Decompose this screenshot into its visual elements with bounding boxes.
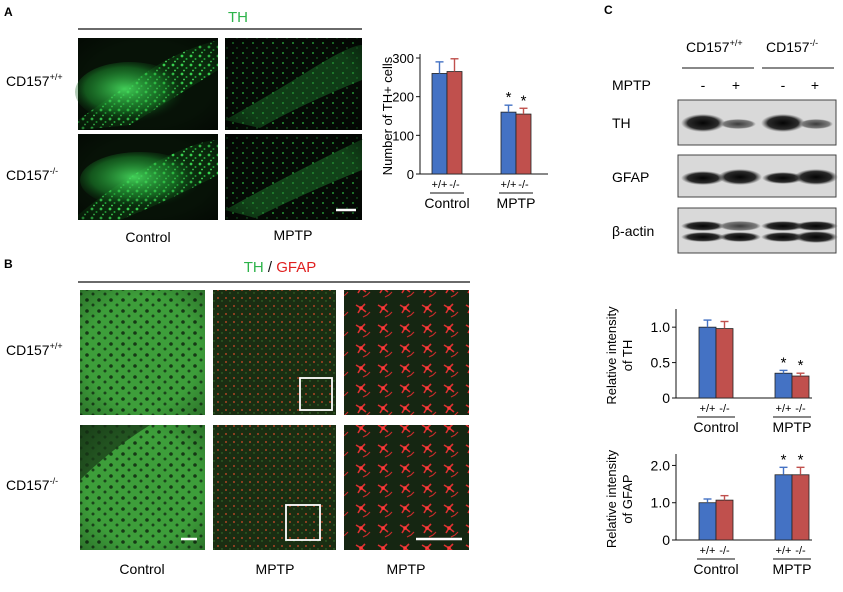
panel-b-image-wt-mptp-zoom <box>344 290 469 415</box>
chart-relative-th-y-label-line-2: of TH <box>620 340 635 372</box>
blot-label-gfap: GFAP <box>612 169 649 185</box>
blot-th <box>677 99 837 146</box>
chart-relative-gfap-bar-1-1 <box>791 474 810 541</box>
chart-relative-gfap-y-tick-label-1: 1.0 <box>651 495 671 511</box>
panel-b-zoom-box-wt <box>299 377 333 411</box>
panel-a-image-wt-control <box>75 38 218 130</box>
chart-th-cells-genotype-label-0-0: +/+ <box>432 179 448 191</box>
chart-th-cells-genotype-label-1-1: -/- <box>518 179 529 191</box>
chart-relative-gfap-y-tick-label-2: 2.0 <box>651 457 671 473</box>
chart-relative-gfap-y-label-line-1: Relative intensity <box>604 449 619 548</box>
chart-relative-th-y-label-line-1: Relative intensity <box>604 306 619 405</box>
chart-relative-th-group-label-0: Control <box>693 419 738 435</box>
chart-relative-th-y-tick-label-2: 1.0 <box>651 319 671 335</box>
chart-th-cells-bar-1-0 <box>500 111 517 175</box>
panel-b-image-wt-control <box>80 290 205 415</box>
chart-th-cells-y-tick-label-1: 100 <box>392 128 414 143</box>
panel-b-col-label-mptp: MPTP <box>256 561 295 577</box>
panel-c-mptp-label: MPTP <box>612 77 651 93</box>
panel-a-label: A <box>4 5 13 19</box>
panel-b-stain-label: TH / GFAP <box>244 259 317 276</box>
chart-relative-th-bar-1-0 <box>774 372 793 399</box>
panel-b-col-label-mptp-zoom: MPTP <box>387 561 426 577</box>
panel-a-image-wt-mptp <box>225 38 362 130</box>
chart-th-cells-y-label: Number of TH+ cells <box>380 56 395 175</box>
chart-th-cells-group-label-1: MPTP <box>497 195 536 211</box>
panel-b-row-label-wt: CD157+/+ <box>6 341 63 358</box>
panel-c-label: C <box>604 3 613 17</box>
chart-th-cells-significance-1-1: * <box>521 92 527 109</box>
panel-a-row-label-ko: CD157-/- <box>6 166 58 183</box>
chart-relative-th-significance-1-1: * <box>798 357 804 374</box>
chart-relative-gfap-genotype-label-1-0: +/+ <box>776 545 792 557</box>
chart-relative-gfap-group-label-1: MPTP <box>773 561 812 577</box>
panel-c-mptp-sign-3: - <box>781 77 786 93</box>
chart-relative-gfap-group-label-0: Control <box>693 561 738 577</box>
chart-relative-gfap-significance-1-0: * <box>781 451 787 468</box>
chart-relative-gfap-y-label-line-2: of GFAP <box>620 474 635 523</box>
chart-relative-gfap-y-tick-label-0: 0 <box>662 532 670 548</box>
chart-th-cells-y-tick-label-0: 0 <box>407 167 414 182</box>
chart-relative-th-bar-0-1 <box>715 328 734 399</box>
panel-a-col-label-control: Control <box>125 229 170 245</box>
chart-relative-gfap-genotype-label-0-0: +/+ <box>700 545 716 557</box>
chart-relative-th-genotype-label-1-1: -/- <box>795 403 806 415</box>
panel-b-col-label-control: Control <box>119 561 164 577</box>
chart-relative-th-significance-1-0: * <box>781 354 787 371</box>
blot-label-th: TH <box>612 115 631 131</box>
chart-relative-gfap-bar-1-0 <box>774 474 793 541</box>
chart-th-cells-y-tick-label-3: 300 <box>392 51 414 66</box>
chart-relative-th-bar-1-1 <box>791 375 810 399</box>
chart-relative-th-genotype-label-0-1: -/- <box>719 403 730 415</box>
chart-relative-gfap-genotype-label-0-1: -/- <box>719 545 730 557</box>
panel-b-image-ko-mptp-zoom <box>344 425 469 550</box>
chart-th-cells-significance-1-0: * <box>506 89 512 106</box>
chart-relative-th-group-label-1: MPTP <box>773 419 812 435</box>
chart-relative-gfap-bar-0-1 <box>715 499 734 541</box>
blot-gfap <box>677 154 838 198</box>
chart-relative-gfap-bar-0-0 <box>698 502 717 541</box>
chart-relative-th-genotype-label-1-0: +/+ <box>776 403 792 415</box>
chart-relative-th-y-tick-label-0: 0 <box>662 390 670 406</box>
blot-label-beta-actin: β-actin <box>612 223 654 239</box>
chart-relative-gfap-genotype-label-1-1: -/- <box>795 545 806 557</box>
chart-th-cells-group-label-0: Control <box>424 195 469 211</box>
chart-th-cells-bar-1-1 <box>515 113 532 175</box>
chart-th-cells-bar-0-0 <box>431 73 448 175</box>
panel-c-mptp-sign-2: + <box>732 77 740 93</box>
chart-relative-th-y-tick-label-1: 0.5 <box>651 355 671 371</box>
chart-relative-gfap-significance-1-1: * <box>798 451 804 468</box>
panel-c-group-ko: CD157-/- <box>766 38 818 55</box>
chart-th-cells-bar-0-1 <box>446 71 463 175</box>
chart-relative-th-genotype-label-0-0: +/+ <box>700 403 716 415</box>
panel-c-group-wt: CD157+/+ <box>686 38 743 55</box>
panel-c-mptp-sign-1: - <box>701 77 706 93</box>
panel-b-row-label-ko: CD157-/- <box>6 476 58 493</box>
panel-a-col-label-mptp: MPTP <box>274 227 313 243</box>
panel-b-label: B <box>4 257 13 271</box>
chart-relative-th-bar-0-0 <box>698 326 717 399</box>
chart-th-cells-y-tick-label-2: 200 <box>392 90 414 105</box>
panel-a-row-label-wt: CD157+/+ <box>6 72 63 89</box>
chart-th-cells-genotype-label-0-1: -/- <box>449 179 460 191</box>
panel-a-image-ko-mptp <box>225 134 364 220</box>
panel-b-image-wt-mptp <box>213 290 336 415</box>
blot-beta-actin <box>677 207 838 254</box>
panel-b-image-ko-control <box>80 425 205 550</box>
panel-a-stain-label: TH <box>228 9 248 26</box>
chart-th-cells-genotype-label-1-0: +/+ <box>501 179 517 191</box>
panel-b-zoom-box-ko <box>285 504 321 541</box>
panel-a-image-ko-control <box>78 134 218 220</box>
panel-b-image-ko-mptp <box>213 425 336 550</box>
panel-c-mptp-sign-4: + <box>811 77 819 93</box>
